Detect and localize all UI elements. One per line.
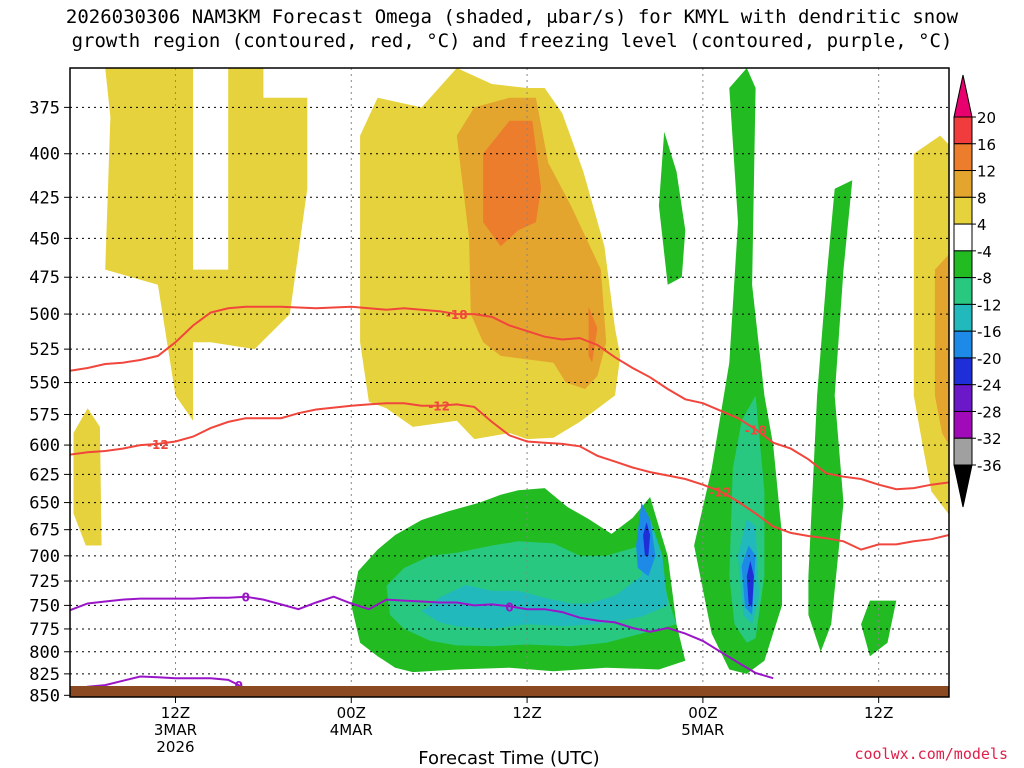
contour-line-2 <box>70 595 774 680</box>
contour-label-minus12-b: -12 <box>428 400 450 414</box>
x-tick-label-0-1: 3MAR <box>154 721 197 739</box>
colorbar-label-0: 20 <box>977 109 996 127</box>
colorbar: 20 16 12 8 4 -4 -8 -12 -16 -20 -24 -28 -32 -36 <box>953 74 1002 508</box>
colorbar-segment-8 <box>953 303 973 332</box>
colorbar-label-13: -36 <box>977 457 1002 475</box>
x-tick-label-2-0: 12Z <box>512 704 541 722</box>
y-tick-label-550: 550 <box>29 374 60 394</box>
colorbar-segment-2 <box>953 143 973 172</box>
gridlines <box>70 68 949 697</box>
x-tick-label-3-0: 00Z <box>688 704 717 722</box>
contour-line-3 <box>70 675 244 692</box>
y-tick-label-525: 525 <box>29 340 60 360</box>
contour-label-minus12-c: -12 <box>710 485 732 499</box>
y-tick-label-800: 800 <box>29 643 60 663</box>
chart-title-line-1: 2026030306 NAM3KM Forecast Omega (shaded… <box>65 6 959 28</box>
contour-label-minus18-b: -18 <box>745 423 767 437</box>
colorbar-arrow-top <box>953 74 973 118</box>
colorbar-segment-10 <box>953 357 973 386</box>
y-tick-label-375: 375 <box>29 98 60 118</box>
y-tick-label-450: 450 <box>29 229 60 249</box>
y-tick-label-625: 625 <box>29 465 60 485</box>
omega-shade-region-12 <box>861 600 897 657</box>
axes-layer: 375 400 425 450 475 500 525 550 575 600 625 650 675 7… <box>29 67 950 756</box>
x-tick-label-0-0: 12Z <box>161 704 190 722</box>
omega-shade-region-0 <box>105 68 308 421</box>
colorbar-segment-12 <box>953 410 973 439</box>
colorbar-segment-3 <box>953 170 973 198</box>
y-tick-label-500: 500 <box>29 305 60 325</box>
credit-text: coolwx.com/models <box>854 745 1008 763</box>
y-tick-label-850: 850 <box>29 686 60 706</box>
colorbar-label-12: -32 <box>977 430 1002 448</box>
contour-label-zero-a: 0 <box>242 591 250 605</box>
colorbar-label-9: -20 <box>977 350 1002 368</box>
colorbar-segment-13 <box>953 437 973 466</box>
omega-shade-region-20 <box>746 560 754 608</box>
y-tick-label-650: 650 <box>29 494 60 514</box>
colorbar-label-11: -28 <box>977 403 1002 421</box>
y-tick-label-825: 825 <box>29 665 60 685</box>
colorbar-label-8: -16 <box>977 323 1002 341</box>
terrain-ground-strip <box>70 686 949 697</box>
y-tick-label-750: 750 <box>29 596 60 616</box>
y-tick-label-425: 425 <box>29 188 60 208</box>
x-axis-label: Forecast Time (UTC) <box>418 748 599 768</box>
omega-shade-region-10 <box>808 180 853 652</box>
contour-label-minus12-a: -12 <box>147 438 169 452</box>
x-tick-label-0-2: 2026 <box>156 738 194 756</box>
omega-shade-region-19 <box>643 522 651 556</box>
colorbar-label-4: 4 <box>977 216 987 234</box>
x-tick-label-1-0: 00Z <box>337 704 366 722</box>
omega-shading-layer <box>73 68 949 674</box>
colorbar-segment-7 <box>953 277 973 305</box>
colorbar-arrow-bottom <box>953 464 973 508</box>
y-tick-label-775: 775 <box>29 620 60 640</box>
omega-shade-region-11 <box>658 131 686 285</box>
contour-label-zero-b: 0 <box>505 600 513 614</box>
y-tick-label-600: 600 <box>29 436 60 456</box>
colorbar-segment-5 <box>953 223 973 252</box>
x-tick-label-4-0: 12Z <box>864 704 893 722</box>
y-tick-label-675: 675 <box>29 521 60 541</box>
x-tick-label-1-1: 4MAR <box>330 721 373 739</box>
contour-label-minus18-a: -18 <box>446 308 468 322</box>
contour-layer: -18-18-12-12-12000 <box>70 305 949 693</box>
y-tick-label-725: 725 <box>29 572 60 592</box>
x-tick-label-3-1: 5MAR <box>681 721 724 739</box>
colorbar-label-10: -24 <box>977 377 1002 395</box>
contour-line-0 <box>70 305 949 491</box>
colorbar-segment-1 <box>953 116 973 145</box>
omega-shade-region-1 <box>73 408 102 546</box>
omega-shade-region-7 <box>588 306 598 363</box>
contour-line-1 <box>70 402 949 551</box>
colorbar-segment-6 <box>953 250 973 279</box>
colorbar-label-6: -8 <box>977 270 992 288</box>
colorbar-label-1: 16 <box>977 136 996 154</box>
colorbar-label-7: -12 <box>977 296 1002 314</box>
y-tick-label-700: 700 <box>29 547 60 567</box>
colorbar-label-3: 8 <box>977 189 987 207</box>
y-tick-label-400: 400 <box>29 145 60 165</box>
colorbar-segment-9 <box>953 330 973 359</box>
chart-title-line-2: growth region (contoured, red, °C) and f… <box>71 30 953 52</box>
colorbar-label-2: 12 <box>977 163 996 181</box>
y-tick-label-575: 575 <box>29 405 60 425</box>
colorbar-segment-4 <box>953 196 973 225</box>
colorbar-label-5: -4 <box>977 243 992 261</box>
y-tick-label-475: 475 <box>29 268 60 288</box>
omega-shade-region-15 <box>421 519 668 629</box>
omega-shade-region-5 <box>934 254 949 446</box>
colorbar-segment-11 <box>953 384 973 412</box>
